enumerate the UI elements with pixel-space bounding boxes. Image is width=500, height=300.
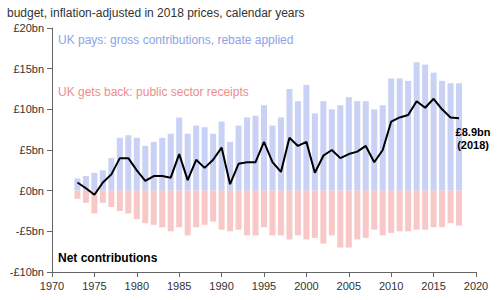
svg-text:(2018): (2018) [457,139,489,151]
svg-text:-£10bn: -£10bn [10,266,44,278]
svg-text:Net contributions: Net contributions [58,251,158,265]
svg-text:UK pays: gross contributions,: UK pays: gross contributions, rebate app… [58,33,293,47]
svg-text:2020: 2020 [464,280,488,292]
svg-text:-£5bn: -£5bn [16,225,44,237]
svg-text:£20bn: £20bn [13,22,44,34]
svg-text:1990: 1990 [209,280,233,292]
svg-text:1980: 1980 [125,280,149,292]
svg-text:2010: 2010 [379,280,403,292]
svg-text:1985: 1985 [167,280,191,292]
svg-text:budget, inflation-adjusted in: budget, inflation-adjusted in 2018 price… [7,6,305,20]
svg-text:£15bn: £15bn [13,63,44,75]
svg-text:2000: 2000 [294,280,318,292]
svg-text:2015: 2015 [421,280,445,292]
svg-text:£0bn: £0bn [20,185,44,197]
svg-text:1995: 1995 [252,280,276,292]
svg-text:2005: 2005 [337,280,361,292]
svg-text:1970: 1970 [40,280,64,292]
svg-text:£10bn: £10bn [13,103,44,115]
svg-text:£8.9bn: £8.9bn [456,126,491,138]
svg-text:1975: 1975 [82,280,106,292]
svg-text:UK gets back: public sector re: UK gets back: public sector receipts [58,85,249,99]
svg-text:£5bn: £5bn [20,144,44,156]
